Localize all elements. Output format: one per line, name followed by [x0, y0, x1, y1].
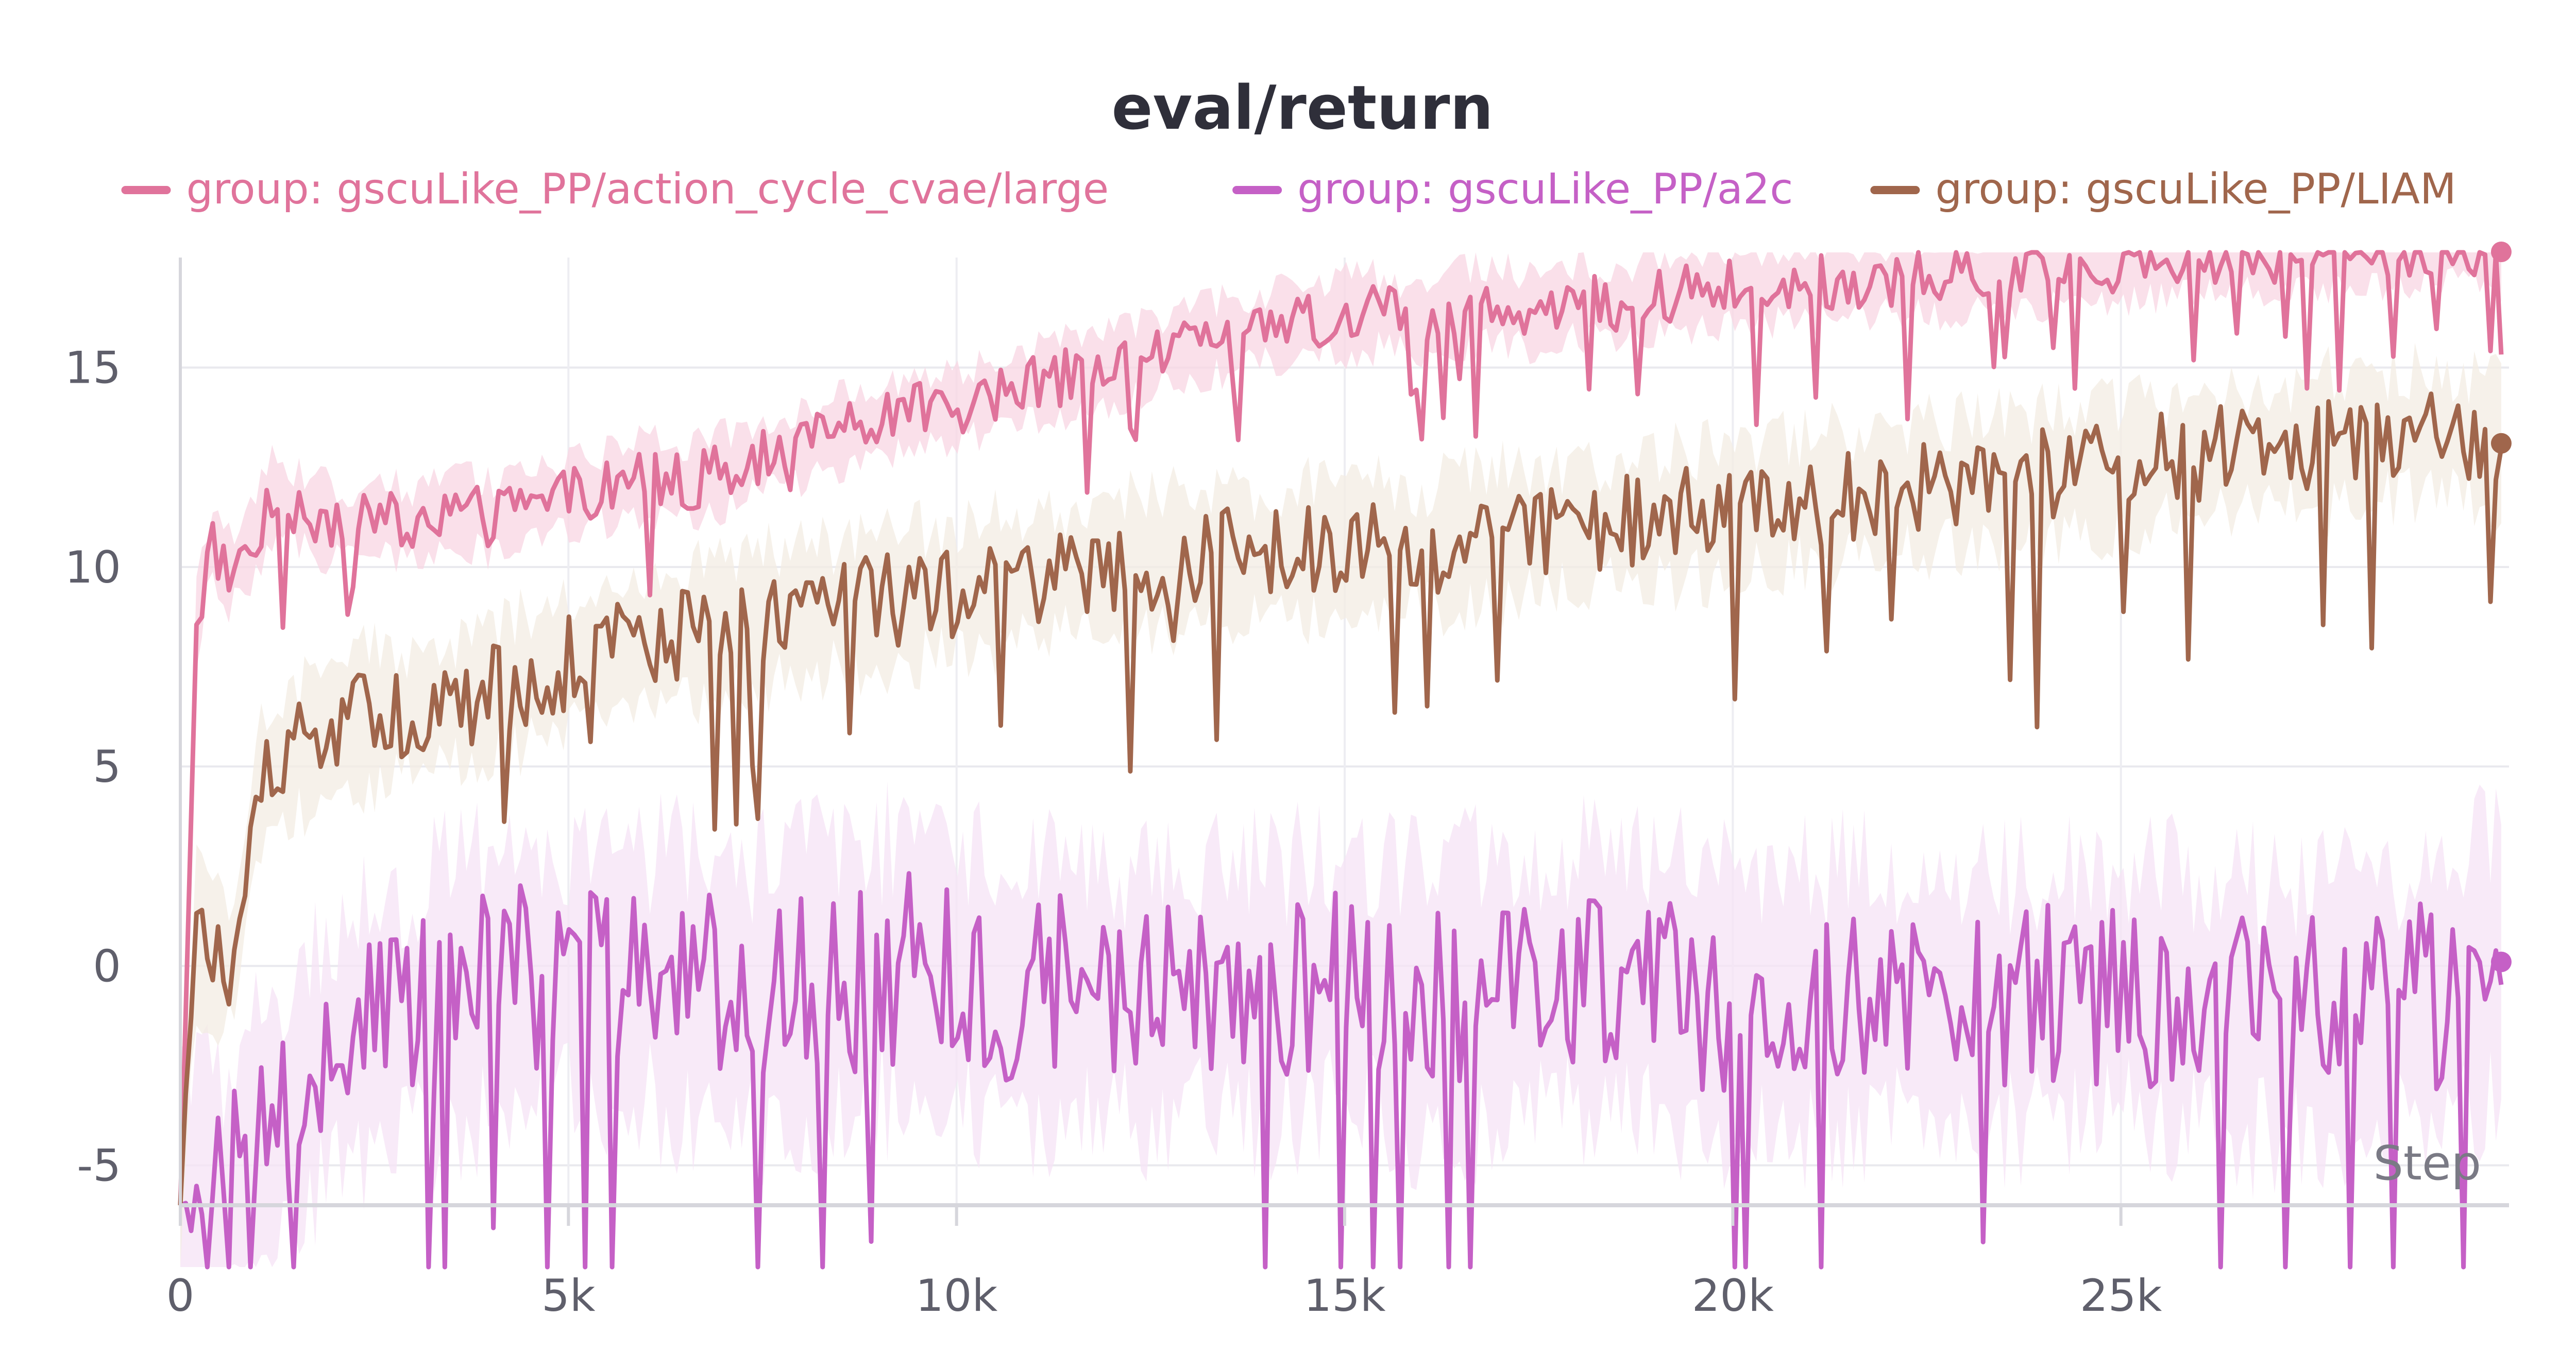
legend-label-2: group: gscuLike_PP/LIAM — [1935, 165, 2456, 214]
series-lines — [178, 242, 2512, 1270]
x-tick-label-5: 25k — [2080, 1270, 2162, 1322]
x-tick-label-0: 0 — [166, 1270, 195, 1322]
series-line-1 — [179, 871, 2504, 1270]
series-band-2 — [180, 343, 2501, 1267]
legend: group: gscuLike_PP/action_cycle_cvae/lar… — [121, 165, 2456, 214]
series-endpoint-2 — [2490, 433, 2512, 454]
x-tick-label-1: 5k — [541, 1270, 596, 1322]
series-line-2 — [178, 391, 2504, 1206]
legend-label-0: group: gscuLike_PP/action_cycle_cvae/lar… — [186, 165, 1109, 214]
y-tick-label-1: 0 — [93, 940, 121, 992]
series-endpoint-1 — [2490, 951, 2512, 972]
x-axis-label: Step — [2374, 1136, 2481, 1191]
x-tick-label-2: 10k — [916, 1270, 997, 1322]
x-axis-tick-labels: 0 5k 10k 15k 20k 25k — [166, 1270, 2162, 1322]
y-tick-label-4: 15 — [65, 343, 121, 394]
y-tick-label-2: 5 — [93, 741, 121, 793]
axes — [179, 258, 2509, 1226]
chart-title: eval/return — [1112, 72, 1494, 143]
x-tick-label-3: 15k — [1303, 1270, 1385, 1322]
x-tick-label-4: 20k — [1692, 1270, 1774, 1322]
legend-label-1: group: gscuLike_PP/a2c — [1297, 165, 1793, 214]
series-endpoint-0 — [2490, 242, 2512, 263]
y-axis-tick-labels: -5 0 5 10 15 — [65, 343, 121, 1192]
y-tick-label-0: -5 — [77, 1140, 121, 1192]
series-line-0 — [178, 250, 2504, 1206]
y-tick-label-3: 10 — [65, 542, 121, 593]
